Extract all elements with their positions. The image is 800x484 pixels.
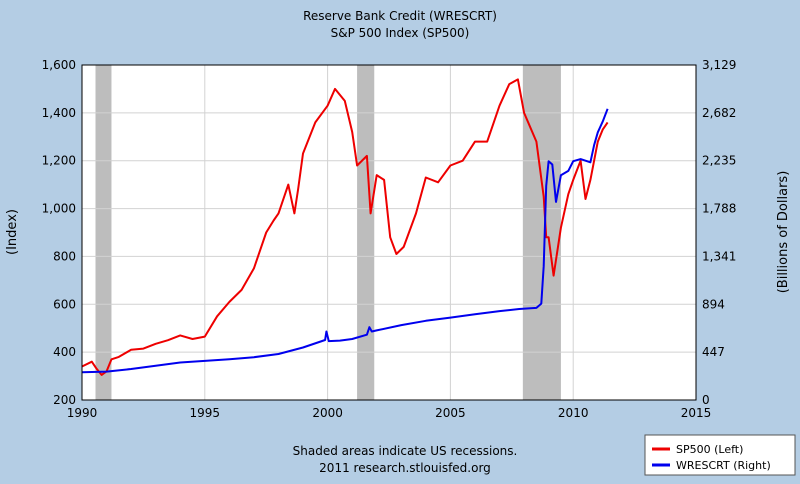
- y-left-tick-label-5: 1,200: [42, 154, 76, 168]
- source-note: 2011 research.stlouisfed.org: [319, 461, 491, 475]
- y-axis-right-label: (Billions of Dollars): [776, 171, 791, 294]
- y-right-tick-label-2: 894: [702, 297, 725, 311]
- y-right-tick-label-1: 447: [702, 345, 725, 359]
- recession-note: Shaded areas indicate US recessions.: [293, 444, 518, 458]
- series-line-sp500: [81, 78, 609, 376]
- x-tick-label-3: 2005: [435, 406, 466, 420]
- x-tick-label-2: 2000: [312, 406, 343, 420]
- chart-title: Reserve Bank Credit (WRESCRT): [303, 9, 497, 23]
- y-axis-left-label: (Index): [5, 209, 20, 255]
- y-left-tick-label-7: 1,600: [42, 58, 76, 72]
- legend-label-sp500: SP500 (Left): [676, 443, 743, 456]
- x-tick-label-1: 1995: [190, 406, 221, 420]
- y-left-tick-label-6: 1,400: [42, 106, 76, 120]
- y-left-tick-label-2: 600: [53, 297, 76, 311]
- x-tick-label-0: 1990: [67, 406, 98, 420]
- legend-label-wrescrt: WRESCRT (Right): [676, 459, 771, 472]
- y-right-tick-label-6: 2,682: [702, 106, 736, 120]
- y-right-tick-label-5: 2,235: [702, 154, 736, 168]
- legend: SP500 (Left) WRESCRT (Right): [644, 434, 796, 476]
- recession-band-1: [357, 65, 375, 400]
- series-line-wrescrt: [81, 108, 609, 374]
- x-tick-label-4: 2010: [558, 406, 589, 420]
- y-right-tick-label-0: 0: [702, 393, 710, 407]
- y-left-tick-label-1: 400: [53, 345, 76, 359]
- tick-labels: 1990 1995 2000 2005 2010 2015 200 400 600 800 1,00…: [42, 58, 737, 420]
- y-left-tick-label-0: 200: [53, 393, 76, 407]
- plot-frame: [81, 64, 697, 401]
- recession-band-0: [95, 65, 112, 400]
- series-layer: [81, 78, 609, 376]
- recession-shading: [95, 65, 561, 400]
- y-right-tick-label-4: 1,788: [702, 202, 736, 216]
- chart-subtitle: S&P 500 Index (SP500): [331, 26, 470, 40]
- y-right-tick-label-3: 1,341: [702, 249, 736, 263]
- y-right-tick-label-7: 3,129: [702, 58, 736, 72]
- y-left-tick-label-3: 800: [53, 249, 76, 263]
- y-left-tick-label-4: 1,000: [42, 202, 76, 216]
- x-tick-label-5: 2015: [681, 406, 712, 420]
- recession-band-2: [522, 65, 561, 400]
- legend-box: [644, 434, 796, 476]
